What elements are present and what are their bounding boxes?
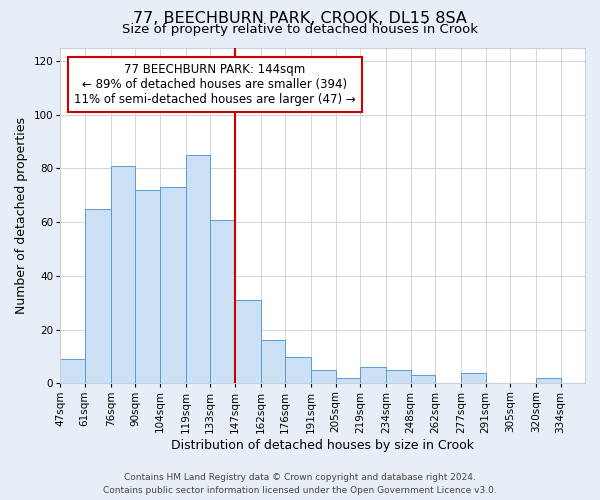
Bar	[85, 209, 111, 384]
X-axis label: Distribution of detached houses by size in Crook: Distribution of detached houses by size …	[171, 440, 474, 452]
Bar	[410, 376, 435, 384]
Bar	[461, 372, 485, 384]
Bar	[186, 155, 210, 384]
Text: Size of property relative to detached houses in Crook: Size of property relative to detached ho…	[122, 22, 478, 36]
Bar	[536, 378, 560, 384]
Bar	[386, 370, 410, 384]
Bar	[160, 188, 186, 384]
Bar	[261, 340, 285, 384]
Text: 77, BEECHBURN PARK, CROOK, DL15 8SA: 77, BEECHBURN PARK, CROOK, DL15 8SA	[133, 11, 467, 26]
Bar	[235, 300, 261, 384]
Bar	[311, 370, 336, 384]
Bar	[210, 220, 235, 384]
Text: 77 BEECHBURN PARK: 144sqm
← 89% of detached houses are smaller (394)
11% of semi: 77 BEECHBURN PARK: 144sqm ← 89% of detac…	[74, 62, 356, 106]
Text: Contains HM Land Registry data © Crown copyright and database right 2024.
Contai: Contains HM Land Registry data © Crown c…	[103, 474, 497, 495]
Y-axis label: Number of detached properties: Number of detached properties	[15, 117, 28, 314]
Bar	[135, 190, 160, 384]
Bar	[360, 368, 386, 384]
Bar	[285, 356, 311, 384]
Bar	[111, 166, 135, 384]
Bar	[60, 360, 85, 384]
Bar	[336, 378, 360, 384]
